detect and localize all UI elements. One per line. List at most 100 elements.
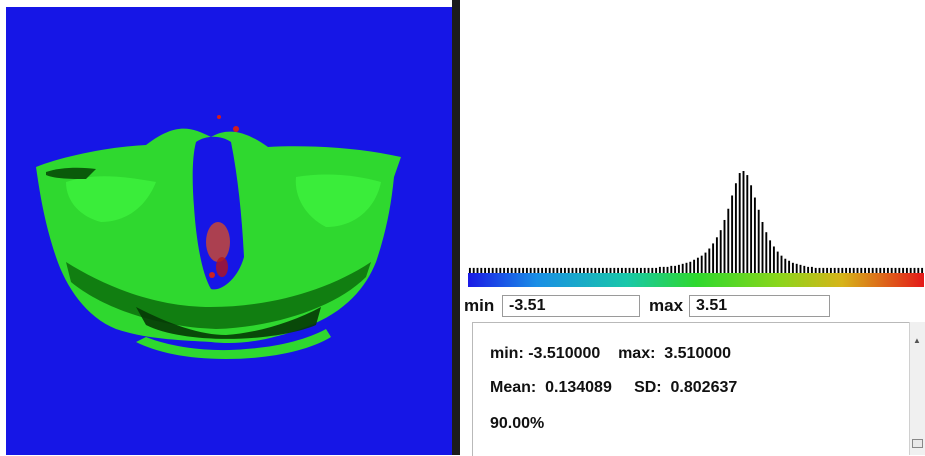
histogram-bar — [894, 267, 897, 273]
histogram-bar — [693, 259, 696, 273]
histogram-bar — [677, 264, 680, 273]
histogram-bar — [750, 185, 753, 273]
stats-scrollbar[interactable]: ▲ — [909, 322, 925, 455]
histogram-bar — [753, 197, 756, 273]
histogram-bar — [712, 243, 715, 273]
histogram-bar — [837, 267, 840, 273]
histogram-bar — [921, 267, 924, 273]
histogram-bar — [886, 267, 889, 273]
histogram-bar — [905, 267, 908, 273]
histogram-bar — [518, 267, 521, 273]
histogram-bar — [529, 267, 532, 273]
histogram-bar — [867, 267, 870, 273]
histogram-bar — [541, 267, 544, 273]
histogram-bar — [651, 267, 654, 273]
histogram-bar — [769, 240, 772, 273]
histogram-bar — [807, 266, 810, 273]
histogram-bar — [582, 267, 585, 273]
histogram-bar — [636, 267, 639, 273]
histogram-bar — [681, 263, 684, 273]
histogram-bar — [487, 267, 490, 273]
histogram-bar — [833, 267, 836, 273]
histogram-bar — [879, 267, 882, 273]
histogram-bar — [788, 260, 791, 273]
histogram-bar — [776, 251, 779, 273]
histogram-bar — [757, 209, 760, 273]
histogram-bar — [655, 267, 658, 273]
histogram-bar — [563, 267, 566, 273]
stats-mean-sd-line: Mean: 0.134089 SD: 0.802637 — [490, 379, 738, 396]
histogram-bar — [871, 267, 874, 273]
histogram-bar — [586, 267, 589, 273]
histogram-bar — [727, 208, 730, 273]
histogram-bar — [525, 267, 528, 273]
histogram-bar — [476, 267, 479, 273]
histogram-bar — [731, 195, 734, 273]
histogram-bar — [624, 267, 627, 273]
histogram-bar — [909, 267, 912, 273]
histogram-bar — [666, 266, 669, 273]
histogram-bar — [852, 267, 855, 273]
histogram-bar — [814, 267, 817, 273]
histogram-bar — [601, 267, 604, 273]
histogram-bar — [510, 267, 513, 273]
histogram-bar — [738, 173, 741, 273]
histogram-bar — [883, 267, 886, 273]
histogram-bar — [662, 266, 665, 273]
histogram-bar — [826, 267, 829, 273]
histogram-bar — [723, 219, 726, 273]
histogram-bar — [613, 267, 616, 273]
histogram-bar — [780, 255, 783, 273]
histogram-bar — [499, 267, 502, 273]
scroll-thumb[interactable] — [912, 439, 923, 448]
range-controls: min max — [462, 293, 925, 321]
histogram-bar — [560, 267, 563, 273]
histogram-bar — [670, 265, 673, 273]
histogram-bar — [575, 267, 578, 273]
min-input[interactable] — [502, 295, 640, 317]
histogram-bar — [506, 267, 509, 273]
histogram-bar — [685, 262, 688, 273]
histogram-bar — [875, 267, 878, 273]
histogram-bar — [864, 267, 867, 273]
histogram-bar — [841, 267, 844, 273]
histogram-bar — [856, 267, 859, 273]
histogram-bar — [734, 183, 737, 273]
histogram-bar — [639, 267, 642, 273]
histogram-bar — [522, 267, 525, 273]
histogram-bar — [658, 266, 661, 273]
scroll-up-arrow-icon[interactable]: ▲ — [913, 336, 921, 345]
histogram-bar — [472, 267, 475, 273]
stats-percent-line: 90.00% — [490, 415, 545, 432]
histogram-bar — [598, 267, 601, 273]
histogram-bar — [898, 267, 901, 273]
histogram-bar — [594, 267, 597, 273]
histogram-bar — [700, 255, 703, 273]
histogram-bar — [803, 265, 806, 273]
value-histogram — [468, 171, 924, 287]
histogram-bar — [628, 267, 631, 273]
statistics-text-area[interactable]: min: -3.510000 max: 3.510000 Mean: 0.134… — [472, 322, 910, 456]
histogram-bar — [491, 267, 494, 273]
histogram-bar — [533, 267, 536, 273]
max-input[interactable] — [689, 295, 830, 317]
histogram-bar — [495, 267, 498, 273]
histogram-bar — [537, 267, 540, 273]
histogram-bar — [810, 266, 813, 273]
histogram-bar — [514, 267, 517, 273]
histogram-bar — [818, 267, 821, 273]
histogram-bar — [579, 267, 582, 273]
histogram-bar — [799, 264, 802, 273]
min-label: min — [464, 296, 495, 315]
histogram-bar — [696, 257, 699, 273]
histogram-bar — [791, 262, 794, 273]
histogram-bar — [552, 267, 555, 273]
panel-divider[interactable] — [452, 0, 460, 455]
brain-surface-render[interactable] — [6, 7, 452, 455]
histogram-bar — [719, 230, 722, 273]
histogram-bar — [480, 267, 483, 273]
histogram-bar — [556, 267, 559, 273]
3d-viewer[interactable] — [0, 0, 455, 455]
histogram-bar — [829, 267, 832, 273]
histogram-bar — [845, 267, 848, 273]
